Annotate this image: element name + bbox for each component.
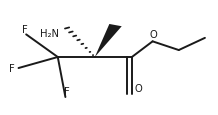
Text: H₂N: H₂N [40, 29, 59, 39]
Text: F: F [9, 63, 15, 73]
Text: O: O [135, 83, 142, 93]
Text: O: O [150, 30, 158, 39]
Text: F: F [64, 86, 69, 96]
Text: F: F [22, 24, 28, 34]
Polygon shape [95, 25, 122, 58]
